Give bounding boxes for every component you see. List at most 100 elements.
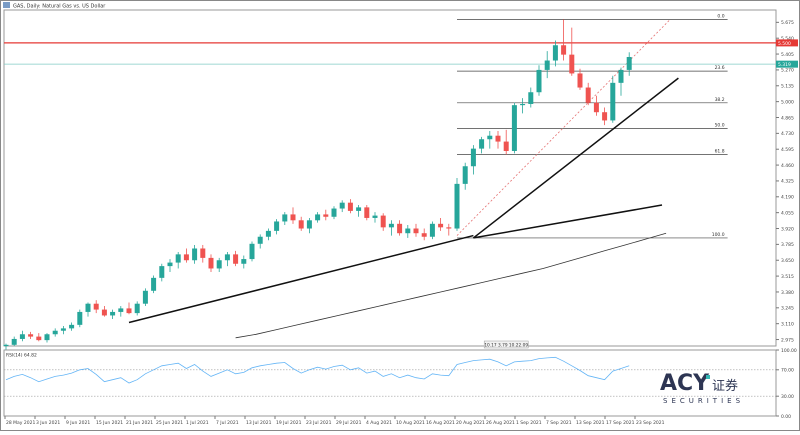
- y-tick-label: 4.325: [781, 179, 794, 185]
- candle-body: [610, 82, 616, 121]
- candle-body: [413, 228, 419, 234]
- x-tick-label: 1 Sep 2021: [516, 420, 542, 426]
- candle-body: [265, 230, 271, 237]
- candle-body: [224, 254, 230, 261]
- candle-body: [454, 183, 460, 229]
- y-tick-label: 5.675: [781, 20, 794, 26]
- candle-body: [405, 228, 411, 234]
- chart-window-icon: [3, 2, 10, 8]
- candle-body: [151, 277, 157, 291]
- candle-body: [552, 45, 558, 61]
- candle-body: [585, 87, 591, 103]
- y-tick-label: 4.190: [781, 195, 794, 201]
- candle-body: [274, 221, 280, 231]
- candle-body: [372, 215, 378, 218]
- dashed-projection-line: [456, 19, 671, 236]
- rsi-label: RSI(14) 64.82: [6, 353, 37, 359]
- candle-body: [315, 214, 321, 221]
- x-tick-label: 20 Aug 2021: [456, 420, 485, 426]
- candle-body: [159, 266, 165, 278]
- candle-body: [110, 311, 116, 316]
- y-tick-label: 5.135: [781, 84, 794, 90]
- y-tick-label: 3.920: [781, 226, 794, 232]
- y-tick-label: 3.380: [781, 290, 794, 296]
- fib-level-label: 0.0: [717, 13, 724, 19]
- candle-body: [626, 56, 632, 70]
- x-tick-label: 19 Jul 2021: [276, 420, 302, 426]
- fib-level-label: 38.2: [715, 97, 725, 103]
- x-tick-label: 10 Aug 2021: [396, 420, 425, 426]
- candle-body: [388, 223, 394, 228]
- candle-body: [618, 69, 624, 83]
- candle-body: [233, 254, 239, 264]
- candle-body: [495, 135, 501, 142]
- y-tick-label: 5.000: [781, 99, 794, 105]
- candle-body: [241, 259, 247, 264]
- candle-body: [429, 223, 435, 237]
- rsi-tick-label: 30.00: [781, 394, 794, 400]
- candle-body: [561, 45, 567, 55]
- candle-body: [167, 262, 173, 267]
- y-tick-label: 4.730: [781, 131, 794, 137]
- trendline: [473, 204, 663, 239]
- x-tick-label: 23 Sep 2021: [636, 420, 665, 426]
- candle-body: [446, 227, 452, 229]
- current-price-badge: [776, 60, 798, 68]
- candle-body: [421, 233, 427, 237]
- logo-sub-text: SECURITIES: [663, 397, 744, 405]
- y-tick-label: 3.515: [781, 274, 794, 280]
- logo-accent-mark: [706, 375, 710, 379]
- rsi-tick-label: 0.00: [781, 414, 791, 420]
- candle-body: [60, 328, 66, 331]
- candle-body: [257, 236, 263, 244]
- candle-body: [356, 207, 362, 211]
- trendline: [472, 77, 679, 239]
- resistance-price-badge-label: 5.500: [778, 41, 791, 47]
- candle-body: [331, 208, 337, 217]
- fib-level-label: 23.6: [715, 65, 725, 71]
- candle-body: [142, 290, 148, 304]
- candle-body: [577, 73, 583, 88]
- x-tick-label: 21 Jun 2021: [126, 420, 153, 426]
- candle-body: [462, 166, 468, 184]
- x-tick-label: 7 Jul 2021: [216, 420, 239, 426]
- x-tick-label: 26 Aug 2021: [486, 420, 515, 426]
- candle-body: [77, 311, 83, 325]
- trendline: [128, 234, 474, 324]
- candle-body: [85, 303, 91, 312]
- candle-body: [52, 330, 58, 335]
- candle-body: [192, 248, 198, 261]
- candle-body: [216, 260, 222, 269]
- x-tick-label: 3 Jun 2021: [36, 420, 60, 426]
- y-tick-label: 5.540: [781, 36, 794, 42]
- candle-body: [602, 112, 608, 121]
- candle-body: [306, 220, 312, 229]
- x-tick-label: 29 Jul 2021: [336, 420, 362, 426]
- candle-body: [438, 223, 444, 228]
- candle-body: [69, 324, 75, 329]
- candle-body: [347, 202, 353, 211]
- candle-body: [528, 92, 534, 104]
- crosshair-readout-box: [483, 340, 529, 349]
- fib-level-label: 100.0: [712, 232, 725, 238]
- candle-body: [511, 105, 517, 151]
- y-tick-label: 4.055: [781, 210, 794, 216]
- candle-body: [520, 103, 526, 106]
- y-tick-label: 3.650: [781, 258, 794, 264]
- candle-body: [397, 223, 403, 234]
- candle-body: [36, 336, 42, 341]
- candle-body: [323, 214, 329, 217]
- candle-body: [126, 308, 132, 314]
- y-tick-label: 3.245: [781, 306, 794, 312]
- candle-body: [470, 148, 476, 167]
- logo-brand: ACY: [660, 371, 710, 396]
- candle-body: [544, 60, 550, 70]
- rsi-line: [5, 356, 630, 384]
- candle-body: [536, 69, 542, 93]
- resistance-price-badge: [776, 39, 798, 47]
- candle-body: [249, 243, 255, 260]
- x-tick-label: 13 Jul 2021: [246, 420, 272, 426]
- candle-body: [101, 309, 107, 316]
